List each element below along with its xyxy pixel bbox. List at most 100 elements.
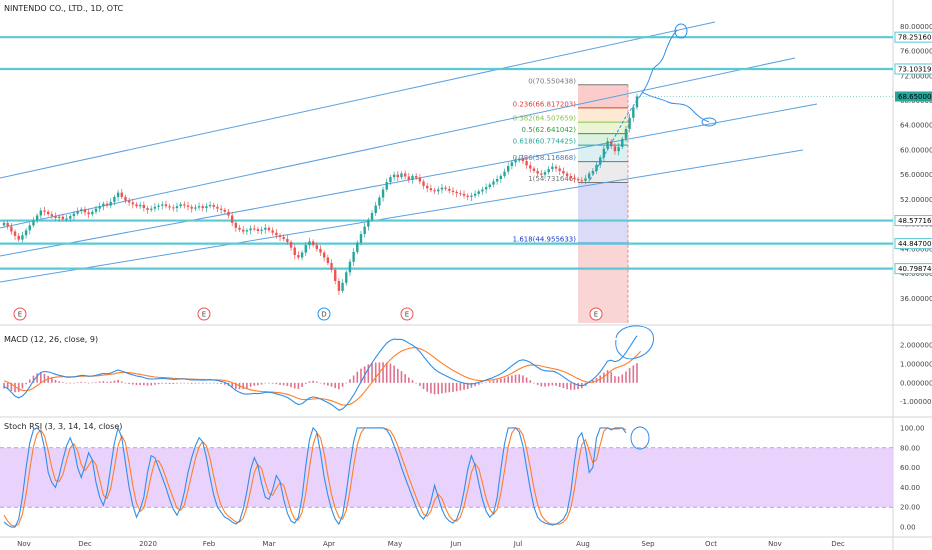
- macd-histogram-bar: [109, 381, 112, 383]
- macd-histogram-bar: [433, 382, 436, 395]
- candle: [227, 211, 230, 216]
- time-tick-label: Dec: [78, 540, 92, 548]
- macd-histogram-bar: [558, 382, 561, 387]
- candle: [632, 107, 635, 118]
- macd-histogram-bar: [14, 382, 16, 393]
- level-price-label: 73.103191: [898, 65, 932, 73]
- macd-histogram-bar: [371, 363, 373, 383]
- macd-histogram-bar: [249, 382, 252, 387]
- candle: [98, 206, 101, 209]
- macd-histogram-bar: [279, 382, 281, 385]
- candle: [587, 173, 591, 179]
- candle: [481, 189, 484, 192]
- candle: [363, 226, 366, 235]
- macd-panel[interactable]: MACD (12, 26, close, 9): [3, 325, 654, 411]
- macd-histogram-bar: [150, 382, 153, 386]
- macd-histogram-bar: [514, 374, 517, 383]
- macd-histogram-bar: [500, 378, 502, 383]
- macd-histogram-bar: [536, 382, 539, 385]
- candle: [260, 229, 263, 231]
- stoch-tick-label: 0.00: [900, 524, 916, 532]
- event-marker: [317, 307, 331, 321]
- candle: [113, 196, 116, 202]
- fib-zone: [578, 122, 628, 134]
- price-tick-label: 52.000000: [900, 196, 932, 204]
- candle: [135, 204, 138, 207]
- candle: [492, 181, 495, 185]
- macd-histogram-bar: [268, 382, 270, 384]
- candle: [319, 248, 322, 253]
- candle: [584, 178, 587, 181]
- candle: [543, 172, 547, 175]
- macd-histogram-bar: [282, 382, 285, 386]
- chart-title: NINTENDO CO., LTD., 1D, OTC: [4, 4, 124, 13]
- time-tick-label: Sep: [641, 540, 655, 548]
- macd-histogram-bar: [21, 382, 24, 389]
- fib-level-label: 1.618(44.955633): [513, 235, 577, 243]
- macd-histogram-bar: [349, 379, 351, 383]
- macd-histogram-bar: [477, 382, 480, 385]
- macd-histogram-bar: [323, 382, 325, 385]
- macd-histogram-bar: [603, 372, 605, 383]
- macd-histogram-bar: [621, 374, 624, 383]
- candle: [54, 216, 57, 218]
- candle: [330, 263, 333, 270]
- candle: [2, 222, 6, 226]
- macd-histogram-bar: [488, 381, 491, 383]
- macd-line: [3, 335, 638, 411]
- fib-zone: [578, 161, 628, 183]
- macd-histogram-bar: [573, 382, 576, 390]
- candle: [216, 206, 219, 209]
- stoch-tick-label: 80.00: [900, 444, 920, 452]
- candle: [621, 138, 624, 147]
- time-tick-label: Aug: [576, 540, 590, 548]
- bullish-projection-path: [639, 29, 678, 97]
- macd-histogram-bar: [135, 382, 138, 386]
- stoch-highlight-circle: [630, 426, 650, 450]
- candle: [407, 176, 411, 180]
- candle: [628, 117, 631, 129]
- candle: [308, 241, 311, 246]
- macd-histogram-bar: [334, 382, 337, 389]
- macd-histogram-bar: [106, 381, 108, 383]
- candle: [6, 222, 9, 227]
- macd-histogram-bar: [51, 378, 53, 383]
- candle: [558, 168, 561, 171]
- candle: [381, 189, 385, 198]
- level-price-tag: [894, 215, 932, 227]
- candle: [400, 173, 403, 178]
- trend-channel-line: [0, 21, 716, 179]
- event-marker-label: E: [202, 311, 206, 319]
- time-tick-label: Jun: [450, 540, 462, 548]
- time-tick-label: Nov: [768, 540, 782, 548]
- candle: [411, 175, 414, 180]
- candle: [576, 179, 580, 181]
- candle: [109, 201, 112, 206]
- candle: [46, 211, 50, 215]
- candle: [208, 204, 212, 207]
- macd-histogram-bar: [606, 370, 609, 383]
- stoch-rsi-panel[interactable]: Stoch RSI (3, 3, 14, 14, close): [0, 422, 893, 528]
- macd-histogram-bar: [235, 382, 237, 390]
- price-tick-label: 72.000000: [900, 72, 932, 80]
- event-marker: [400, 307, 414, 321]
- macd-histogram-bar: [205, 382, 208, 384]
- macd-histogram-bar: [220, 382, 222, 385]
- candle: [341, 282, 344, 291]
- macd-histogram-bar: [76, 382, 79, 384]
- macd-histogram-bar: [209, 382, 211, 384]
- fib-zone: [578, 107, 628, 123]
- bearish-projection-path: [641, 91, 710, 123]
- macd-histogram-bar: [466, 382, 469, 390]
- macd-histogram-bar: [625, 371, 627, 383]
- candle: [161, 204, 164, 206]
- candle: [440, 187, 444, 190]
- macd-histogram-bar: [304, 382, 307, 384]
- event-marker-label: E: [18, 311, 22, 319]
- candle: [359, 234, 363, 243]
- candle: [87, 212, 90, 215]
- price-panel[interactable]: 0(70.550438) 0.236(66.817203) 0.382(64.507…: [0, 21, 932, 323]
- candle: [595, 164, 598, 171]
